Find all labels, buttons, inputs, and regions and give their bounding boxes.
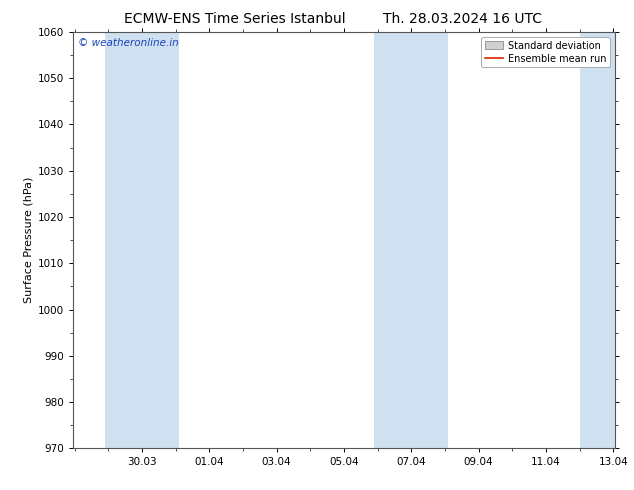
Text: © weatheronline.in: © weatheronline.in (79, 38, 179, 48)
Text: Th. 28.03.2024 16 UTC: Th. 28.03.2024 16 UTC (384, 12, 542, 26)
Bar (374, 32, 448, 448)
Y-axis label: Surface Pressure (hPa): Surface Pressure (hPa) (23, 177, 34, 303)
Legend: Standard deviation, Ensemble mean run: Standard deviation, Ensemble mean run (481, 37, 610, 68)
Text: ECMW-ENS Time Series Istanbul: ECMW-ENS Time Series Istanbul (124, 12, 346, 26)
Bar (579, 32, 617, 448)
Bar (105, 32, 179, 448)
